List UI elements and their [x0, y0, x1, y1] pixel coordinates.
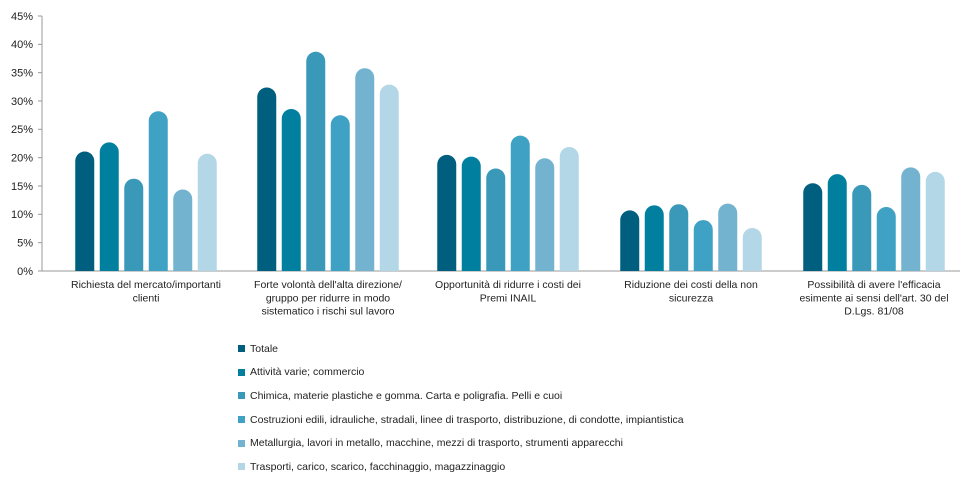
bar [742, 228, 762, 271]
bar [379, 84, 399, 271]
bar [827, 174, 847, 271]
legend-item: Trasporti, carico, scarico, facchinaggio… [238, 455, 684, 479]
bar [306, 51, 326, 272]
legend-swatch [238, 368, 245, 376]
legend: Totale Attività varie; commercio Chimica, … [238, 337, 684, 479]
bar [75, 151, 95, 271]
bars [75, 51, 945, 272]
y-tick-label: 0% [17, 266, 33, 278]
y-tick-label: 45% [11, 11, 33, 23]
y-tick-label: 15% [11, 181, 33, 193]
bar-chart: 0% 5% 10% 15% 20% 25% 30% 35% 40% 45% Richiesta d… [11, 11, 960, 318]
legend-item: Costruzioni edili, idrauliche, stradali,… [238, 408, 684, 432]
legend-item: Chimica, materie plastiche e gomma. Cart… [238, 384, 684, 408]
bar [693, 220, 713, 271]
y-tick-label: 10% [11, 209, 33, 221]
y-axis: 0% 5% 10% 15% 20% 25% 30% 35% 40% 45% [11, 11, 960, 278]
bar [124, 178, 144, 271]
bar [173, 189, 193, 271]
legend-swatch [238, 463, 245, 471]
bar [197, 153, 217, 271]
legend-swatch [238, 345, 245, 353]
legend-swatch [238, 392, 245, 400]
legend-item: Attività varie; commercio [238, 361, 684, 385]
bar [644, 205, 664, 271]
x-axis-labels: Richiesta del mercato/importanti clienti F… [71, 279, 949, 318]
bar [330, 115, 350, 271]
bar [901, 167, 921, 271]
legend-label: Totale [250, 342, 279, 355]
bar [510, 135, 530, 271]
bar [437, 154, 457, 271]
bar [281, 109, 301, 271]
bar [559, 146, 579, 271]
y-tick-label: 25% [11, 124, 33, 136]
legend-item: Totale [238, 337, 684, 361]
bar [925, 171, 945, 271]
legend-label: Trasporti, carico, scarico, facchinaggio… [250, 460, 506, 473]
bar [620, 210, 640, 271]
bar [803, 183, 823, 271]
bar [876, 207, 896, 271]
bar [669, 204, 689, 271]
bar [535, 158, 555, 271]
y-tick-label: 5% [17, 237, 33, 249]
legend-swatch [238, 439, 245, 447]
bar [355, 68, 375, 271]
y-tick-label: 30% [11, 96, 33, 108]
legend-label: Costruzioni edili, idrauliche, stradali,… [250, 413, 684, 426]
legend-label: Attività varie; commercio [250, 366, 365, 379]
bar [486, 168, 506, 271]
bar [461, 156, 481, 271]
x-category-label: Forte volontà dell'alta direzione/gruppo… [254, 279, 402, 318]
bar [257, 87, 277, 271]
bar [99, 142, 119, 271]
x-category-label: Richiesta del mercato/importanti clienti [71, 279, 221, 304]
x-category-label: Opportunità di ridurre i costi dei Premi … [435, 279, 581, 304]
y-tick-label: 40% [11, 39, 33, 51]
legend-label: Metallurgia, lavori in metallo, macchine… [250, 437, 623, 450]
legend-item: Metallurgia, lavori in metallo, macchine… [238, 431, 684, 455]
bar [852, 184, 872, 271]
bar [148, 111, 168, 272]
legend-label: Chimica, materie plastiche e gomma. Cart… [250, 389, 563, 402]
y-tick-label: 35% [11, 67, 33, 79]
x-category-label: Riduzione dei costi della non sicurezza [624, 279, 758, 304]
x-category-label: Possibilità di avere l'efficacia esimente… [799, 279, 948, 318]
bar [718, 203, 738, 271]
legend-swatch [238, 416, 245, 424]
y-tick-label: 20% [11, 152, 33, 164]
